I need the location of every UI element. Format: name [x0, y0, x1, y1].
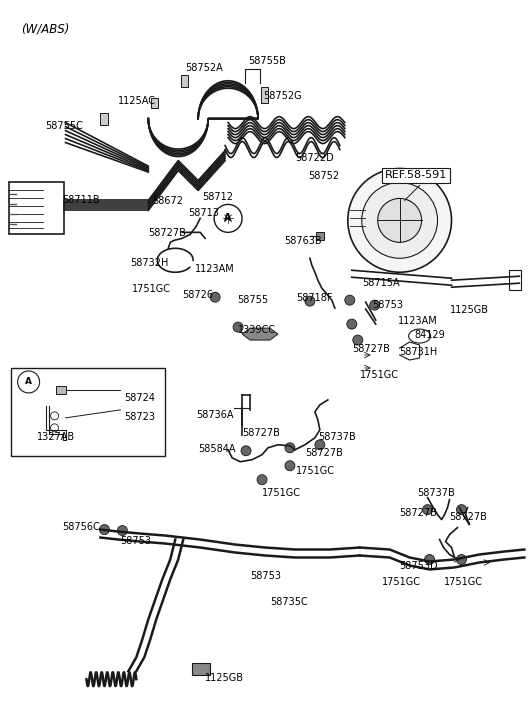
- Text: 1751GC: 1751GC: [444, 577, 483, 587]
- Text: 1125GB: 1125GB: [205, 673, 244, 683]
- Text: 58763B: 58763B: [284, 236, 321, 246]
- Text: 58727B: 58727B: [242, 427, 280, 438]
- Circle shape: [305, 296, 315, 306]
- Text: 58755C: 58755C: [46, 121, 84, 131]
- Circle shape: [285, 461, 295, 470]
- Circle shape: [315, 440, 325, 450]
- Text: 58753: 58753: [120, 536, 152, 545]
- Text: 58713: 58713: [188, 209, 219, 218]
- Circle shape: [99, 525, 110, 534]
- Bar: [11, 368, 165, 456]
- Polygon shape: [242, 328, 278, 340]
- Text: 58735C: 58735C: [270, 598, 307, 607]
- Text: 1751GC: 1751GC: [132, 284, 171, 294]
- Text: 1339CC: 1339CC: [238, 325, 276, 335]
- Text: 58753: 58753: [250, 571, 281, 582]
- Text: 58752A: 58752A: [185, 63, 223, 73]
- Text: 58722D: 58722D: [295, 153, 334, 163]
- Bar: [151, 97, 159, 108]
- Text: 1751GC: 1751GC: [381, 577, 421, 587]
- Text: 1327AB: 1327AB: [37, 432, 74, 442]
- Bar: [261, 87, 268, 103]
- Text: 58731H: 58731H: [400, 347, 438, 357]
- Bar: [101, 113, 109, 124]
- Text: 58753: 58753: [372, 300, 403, 310]
- Text: 58715A: 58715A: [362, 278, 400, 288]
- Text: 58752: 58752: [308, 171, 339, 180]
- Text: 58732H: 58732H: [130, 258, 169, 268]
- Text: 58736A: 58736A: [196, 410, 234, 420]
- Text: 1125GB: 1125GB: [450, 305, 488, 315]
- Circle shape: [241, 446, 251, 456]
- Text: 84129: 84129: [414, 330, 445, 340]
- Text: 58726: 58726: [182, 290, 213, 300]
- Bar: [55, 386, 65, 394]
- Circle shape: [51, 412, 59, 420]
- Bar: [509, 270, 521, 290]
- Text: 58727B: 58727B: [305, 448, 343, 458]
- Text: 58584A: 58584A: [198, 443, 236, 454]
- Text: A: A: [225, 214, 232, 223]
- Circle shape: [285, 443, 295, 453]
- Text: 58755: 58755: [237, 295, 268, 305]
- Text: 58737B: 58737B: [418, 488, 455, 498]
- Text: 1751GC: 1751GC: [296, 466, 335, 475]
- Text: 58712: 58712: [202, 193, 233, 202]
- Text: 1123AM: 1123AM: [195, 264, 235, 274]
- Circle shape: [257, 475, 267, 485]
- Circle shape: [378, 198, 421, 242]
- Bar: [181, 75, 188, 87]
- Circle shape: [345, 295, 355, 305]
- Text: 58711B: 58711B: [63, 196, 100, 206]
- Circle shape: [370, 300, 380, 310]
- Circle shape: [233, 322, 243, 332]
- Text: 58672: 58672: [152, 196, 184, 206]
- Circle shape: [18, 371, 39, 393]
- Text: 58727B: 58727B: [400, 507, 437, 518]
- Circle shape: [362, 182, 437, 258]
- Circle shape: [214, 204, 242, 233]
- Text: 58727B: 58727B: [148, 228, 186, 238]
- Text: 58752G: 58752G: [263, 91, 302, 101]
- Text: 1751GC: 1751GC: [360, 370, 399, 380]
- Circle shape: [210, 292, 220, 302]
- Text: 58756C: 58756C: [63, 521, 101, 531]
- Text: REF.58-591: REF.58-591: [385, 171, 447, 180]
- Circle shape: [422, 505, 433, 515]
- Text: 1123AM: 1123AM: [397, 316, 437, 326]
- Text: (W/ABS): (W/ABS): [21, 23, 69, 36]
- Text: 58753D: 58753D: [400, 561, 438, 571]
- Text: 58755B: 58755B: [248, 56, 286, 66]
- Circle shape: [348, 169, 452, 272]
- Text: 58718F: 58718F: [296, 293, 332, 303]
- Bar: [192, 663, 210, 675]
- Circle shape: [456, 555, 467, 564]
- Text: 58724: 58724: [124, 393, 155, 403]
- Circle shape: [347, 319, 357, 329]
- Text: 58723: 58723: [124, 412, 155, 422]
- Text: 58727B: 58727B: [450, 512, 487, 521]
- Bar: [9, 182, 63, 234]
- Circle shape: [425, 555, 435, 564]
- Text: 1125AC: 1125AC: [119, 96, 156, 105]
- Circle shape: [456, 505, 467, 515]
- Text: A: A: [25, 377, 32, 387]
- Ellipse shape: [409, 329, 430, 343]
- Circle shape: [51, 424, 59, 432]
- Text: 1751GC: 1751GC: [262, 488, 301, 498]
- Bar: [316, 233, 324, 241]
- Circle shape: [118, 526, 127, 536]
- Text: 58737B: 58737B: [318, 432, 355, 442]
- Circle shape: [353, 335, 363, 345]
- Text: 58727B: 58727B: [352, 344, 389, 354]
